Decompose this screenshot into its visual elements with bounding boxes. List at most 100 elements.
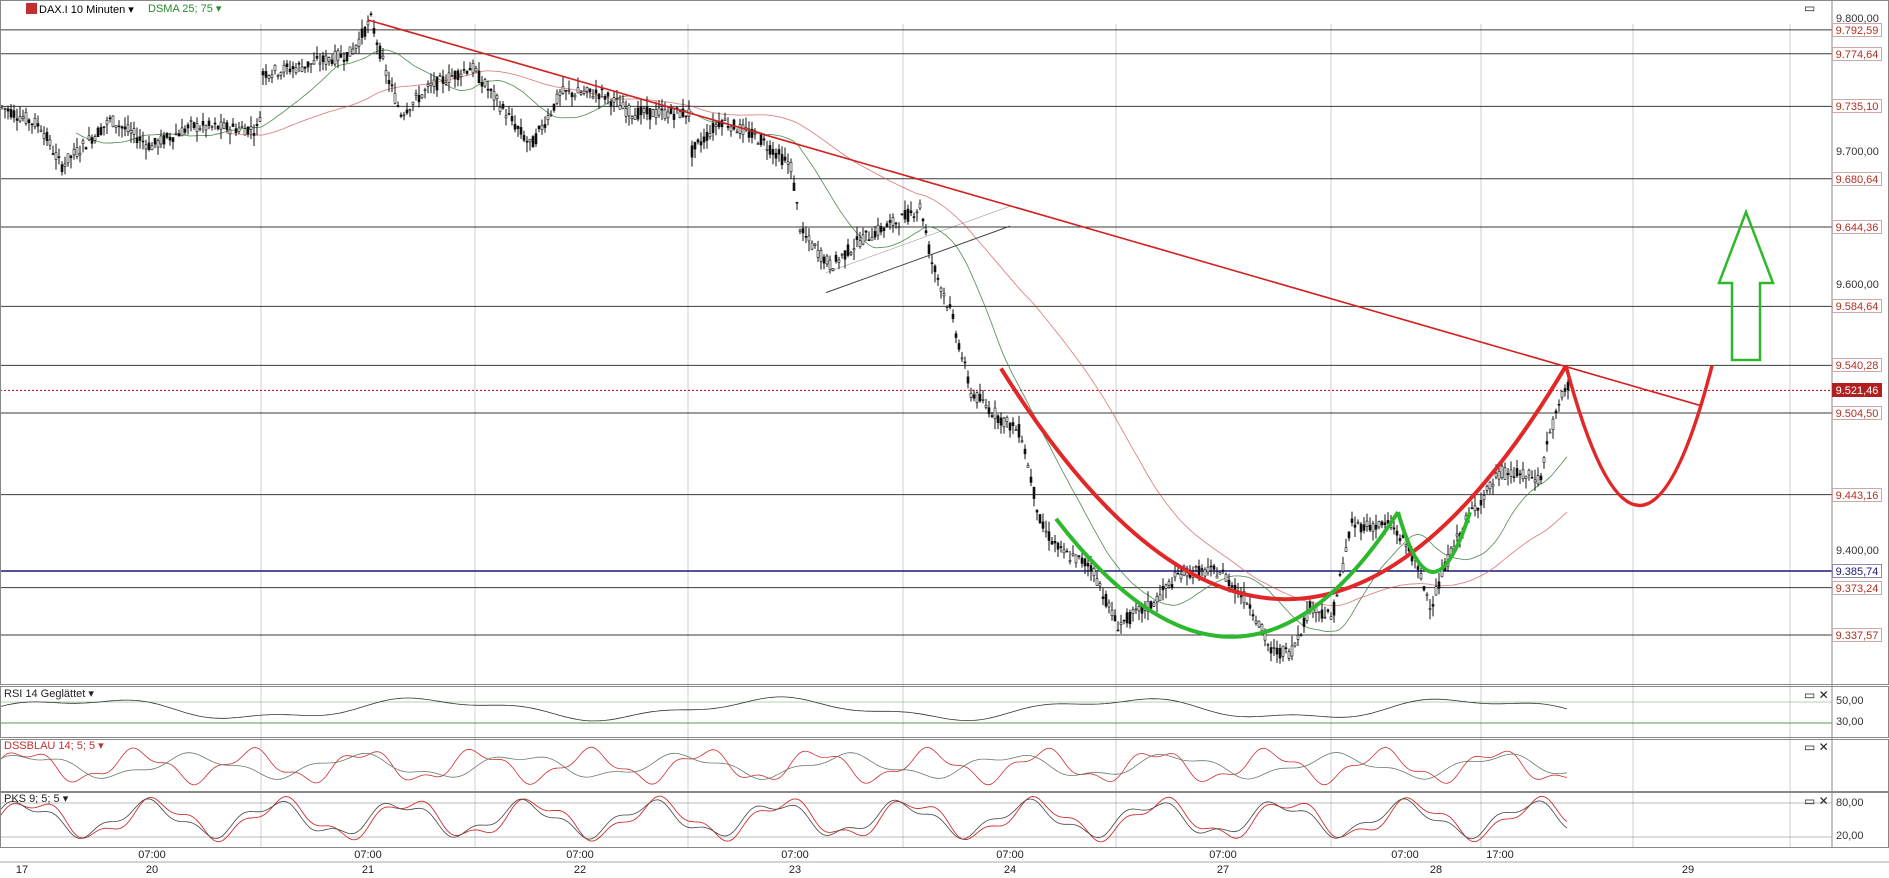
candle-body xyxy=(504,115,508,119)
day-tick-label: 21 xyxy=(361,864,375,876)
candle-body xyxy=(660,108,664,111)
candle-body xyxy=(3,108,7,110)
maximize-icon[interactable]: ▭ ✕ xyxy=(1804,740,1829,754)
candle-body xyxy=(72,148,76,156)
candle-body xyxy=(585,87,589,92)
candle-body xyxy=(603,96,607,100)
candle-body xyxy=(843,250,847,260)
candle-body xyxy=(384,70,388,76)
dssblau-panel-label[interactable]: DSSBLAU 14; 5; 5 ▾ xyxy=(4,740,104,752)
candle-body xyxy=(912,216,916,218)
candle-body xyxy=(471,62,475,74)
candle-body xyxy=(1335,594,1339,597)
candle-body xyxy=(15,118,19,121)
candle-body xyxy=(897,226,901,229)
candle-body xyxy=(438,75,442,77)
candle-body xyxy=(1107,602,1111,608)
candle-body xyxy=(435,76,439,91)
candle-body xyxy=(1071,553,1075,556)
candle-body xyxy=(786,161,790,165)
candle-body xyxy=(732,119,736,130)
candle-body xyxy=(1092,567,1096,577)
candle-body xyxy=(1158,594,1162,601)
candle-body xyxy=(948,304,952,308)
candle-body xyxy=(423,89,427,92)
maximize-icon[interactable]: ▭ xyxy=(1804,1,1816,15)
candle-body xyxy=(294,67,298,73)
candle-body xyxy=(339,53,343,58)
candle-body xyxy=(1020,440,1024,443)
channel-line xyxy=(825,205,1011,273)
candle-body xyxy=(333,50,337,65)
candle-body xyxy=(1272,647,1276,649)
candle-body xyxy=(66,153,70,164)
candle-body xyxy=(228,129,232,135)
candle-body xyxy=(117,125,121,128)
candle-body xyxy=(1356,521,1360,524)
candle-body xyxy=(969,392,973,398)
candle-body xyxy=(45,132,49,141)
candle-body xyxy=(1536,475,1540,485)
candle-body xyxy=(300,66,304,72)
candle-body xyxy=(1005,417,1009,422)
rsi-tick-label: 30,00 xyxy=(1836,716,1864,728)
candle-body xyxy=(741,124,745,135)
candle-body xyxy=(714,124,718,127)
candle-body xyxy=(1053,541,1057,544)
time-tick-label: 07:00 xyxy=(781,849,809,861)
candle-body xyxy=(366,21,370,26)
candle-body xyxy=(1089,565,1093,572)
candle-body xyxy=(219,121,223,130)
candle-body xyxy=(951,313,955,319)
price-level-tag: 9.540,28 xyxy=(1832,358,1882,373)
candle-body xyxy=(612,97,616,103)
maximize-icon[interactable]: ▭ ✕ xyxy=(1804,794,1829,808)
candle-body xyxy=(1230,585,1234,587)
candle-body xyxy=(495,95,499,100)
candle-body xyxy=(1059,546,1063,548)
candle-body xyxy=(1482,495,1486,500)
moving-averages xyxy=(75,49,1568,632)
dropdown-arrow-icon: ▾ xyxy=(212,3,222,15)
candle-body xyxy=(486,88,490,91)
candle-body xyxy=(591,96,595,99)
candle-body xyxy=(474,67,478,72)
candle-body xyxy=(1113,615,1117,622)
candle-body xyxy=(48,139,52,146)
candle-body xyxy=(1560,391,1564,398)
instrument-selector[interactable]: DAX.I 10 Minuten ▾ xyxy=(26,3,134,17)
indicator-selector[interactable]: DSMA 25; 75 ▾ xyxy=(148,3,221,16)
candle-body xyxy=(927,244,931,254)
candle-body xyxy=(1137,606,1141,612)
candle-body xyxy=(1383,522,1387,526)
candle-body xyxy=(699,141,703,146)
candle-body xyxy=(369,13,373,16)
day-tick-label: 17 xyxy=(15,864,29,876)
candle-body xyxy=(234,128,238,134)
candle-body xyxy=(1032,486,1036,499)
candle-body xyxy=(651,109,655,117)
price-level-tag: 9.385,74 xyxy=(1832,563,1882,578)
candle-body xyxy=(237,127,241,132)
candle-body xyxy=(930,262,934,265)
candle-body xyxy=(678,111,682,118)
pks-panel-label[interactable]: PKS 9; 5; 5 ▾ xyxy=(4,793,69,805)
candle-body xyxy=(1134,608,1138,611)
candle-body xyxy=(522,135,526,141)
candle-body xyxy=(993,407,997,419)
candle-body xyxy=(1512,476,1516,478)
candle-body xyxy=(114,125,118,128)
candle-body xyxy=(321,55,325,63)
candle-body xyxy=(963,361,967,364)
candle-body xyxy=(573,94,577,98)
candle-body xyxy=(990,415,994,417)
maximize-icon[interactable]: ▭ ✕ xyxy=(1804,688,1829,702)
candle-body xyxy=(972,394,976,399)
candle-body xyxy=(456,70,460,80)
candle-body xyxy=(1404,543,1408,547)
rsi-panel-label[interactable]: RSI 14 Geglättet ▾ xyxy=(4,688,94,700)
candle-body xyxy=(1101,596,1105,599)
candle-body xyxy=(921,218,925,222)
candle-body xyxy=(387,80,391,85)
